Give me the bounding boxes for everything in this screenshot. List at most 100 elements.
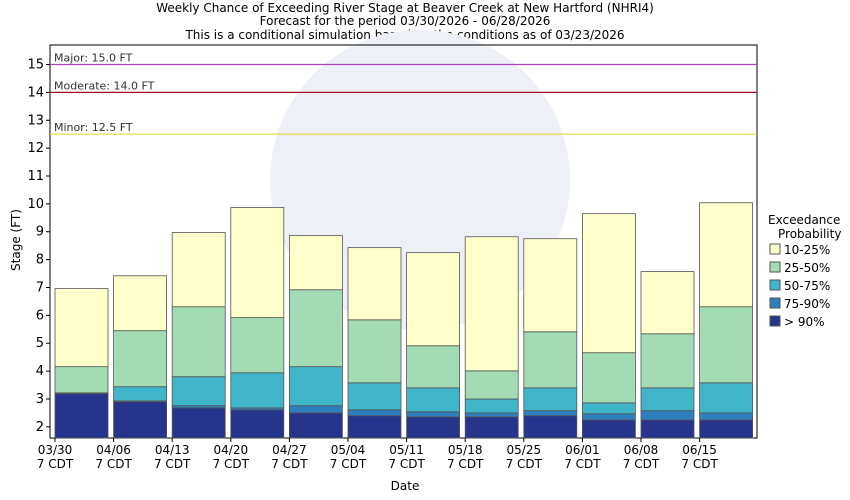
y-tick-label: 5 (36, 336, 44, 351)
x-tick-sublabel: 7 CDT (388, 457, 425, 471)
y-tick-label: 12 (27, 141, 44, 156)
bar-segment (640, 419, 695, 439)
x-tick-sublabel: 7 CDT (681, 457, 718, 471)
bar-segment (523, 331, 578, 389)
x-tick-sublabel: 7 CDT (95, 457, 132, 471)
legend-title: Probability (778, 227, 841, 241)
bar-segment (523, 415, 578, 439)
x-tick-label: 04/13 (155, 443, 190, 457)
bar-segment (640, 387, 695, 412)
bar-segment (347, 247, 402, 321)
bar-segment (230, 207, 285, 318)
bar-segment (288, 235, 343, 291)
x-tick-sublabel: 7 CDT (623, 457, 660, 471)
threshold-label: Minor: 12.5 FT (54, 121, 133, 134)
bar-segment (54, 288, 109, 368)
x-tick-sublabel: 7 CDT (564, 457, 601, 471)
x-tick-label: 04/06 (96, 443, 131, 457)
chart-title: Weekly Chance of Exceeding River Stage a… (156, 1, 654, 15)
x-tick-label: 06/01 (565, 443, 600, 457)
y-tick-label: 7 (36, 280, 44, 295)
bar-segment (171, 407, 226, 439)
bar-segment (523, 410, 578, 417)
bar-segment (288, 289, 343, 368)
x-tick-sublabel: 7 CDT (330, 457, 367, 471)
bar-segment (406, 345, 461, 389)
bar-segment (699, 306, 753, 384)
x-tick-label: 05/11 (389, 443, 424, 457)
x-tick-label: 05/18 (448, 443, 483, 457)
bar-segment (347, 415, 402, 439)
y-tick-label: 13 (27, 113, 44, 128)
x-tick-label: 03/30 (38, 443, 73, 457)
bar-segment (523, 387, 578, 412)
bar-segment (171, 376, 226, 407)
x-axis-label: Date (391, 479, 420, 493)
legend-swatch (769, 297, 781, 309)
bar-segment (406, 252, 461, 347)
y-tick-label: 15 (27, 58, 44, 73)
bar-segment (288, 405, 343, 414)
y-tick-label: 6 (36, 308, 44, 323)
bar-segment (113, 386, 167, 402)
bar-segment (406, 387, 461, 413)
bar-segment (640, 271, 695, 335)
bar-segment (699, 382, 753, 414)
x-tick-sublabel: 7 CDT (506, 457, 543, 471)
x-tick-sublabel: 7 CDT (37, 457, 74, 471)
legend-label: > 90% (784, 315, 825, 329)
x-tick-label: 06/15 (682, 443, 717, 457)
bar-segment (230, 409, 285, 439)
bar-segment (699, 419, 753, 439)
x-tick-label: 05/25 (507, 443, 542, 457)
plot-area (49, 44, 758, 439)
bar-segment (347, 382, 402, 411)
x-tick-sublabel: 7 CDT (154, 457, 191, 471)
y-tick-label: 3 (36, 392, 44, 407)
bar-segment (288, 412, 343, 439)
bar-segment (582, 213, 636, 354)
x-tick-label: 05/04 (331, 443, 366, 457)
threshold-label: Major: 15.0 FT (54, 52, 133, 65)
bar-segment (464, 416, 519, 439)
x-tick-label: 06/08 (624, 443, 659, 457)
bar-segment (230, 372, 285, 409)
y-tick-label: 9 (36, 225, 44, 240)
bar-segment (582, 352, 636, 404)
legend-swatch (769, 261, 781, 273)
x-tick-sublabel: 7 CDT (271, 457, 308, 471)
bar-segment (54, 366, 109, 394)
bar-segment (582, 419, 636, 439)
x-tick-label: 04/27 (272, 443, 307, 457)
bar-segment (347, 319, 402, 384)
bar-segment (464, 398, 519, 414)
legend-label: 10-25% (784, 243, 830, 257)
bar-segment (699, 412, 753, 421)
bar-segment (406, 411, 461, 418)
legend-title: Exceedance (768, 213, 840, 227)
x-tick-sublabel: 7 CDT (447, 457, 484, 471)
legend-label: 75-90% (784, 297, 830, 311)
legend-label: 50-75% (784, 279, 830, 293)
bar-segment (347, 409, 402, 417)
bar-segment (288, 366, 343, 407)
bar-segment (113, 275, 167, 332)
bar-segment (171, 306, 226, 378)
threshold-label: Moderate: 14.0 FT (54, 79, 155, 92)
bar-segment (464, 236, 519, 372)
bar-segment (171, 232, 226, 308)
bar-segment (230, 317, 285, 374)
x-tick-label: 04/20 (214, 443, 249, 457)
chart-subtitle: Forecast for the period 03/30/2026 - 06/… (260, 14, 551, 28)
legend-swatch (769, 315, 781, 327)
bar-segment (523, 238, 578, 333)
y-tick-label: 8 (36, 253, 44, 268)
bar-segment (640, 410, 695, 421)
y-tick-label: 11 (27, 169, 44, 184)
bar-segment (54, 393, 109, 439)
y-tick-label: 10 (27, 197, 44, 212)
bar-segment (464, 370, 519, 400)
bar-segment (699, 202, 753, 308)
bar-segment (640, 333, 695, 389)
